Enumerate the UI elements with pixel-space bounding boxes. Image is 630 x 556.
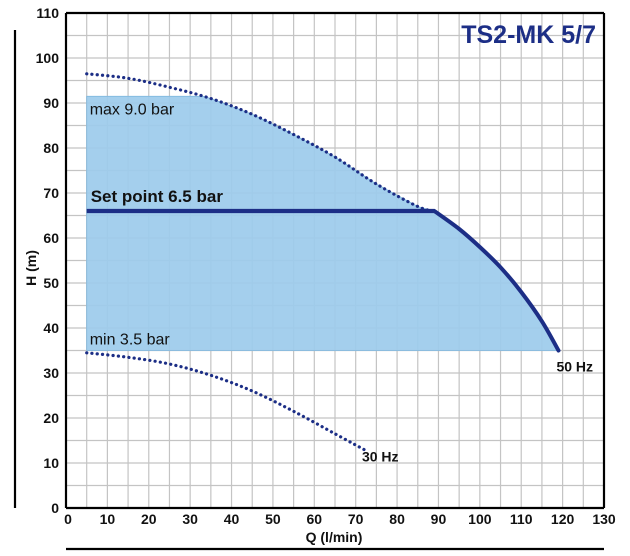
curve-label-50hz: 50 Hz: [556, 359, 593, 375]
x-tick-label: 30: [182, 511, 198, 527]
x-axis-title: Q (l/min): [306, 529, 363, 545]
curve-50hz-dotted: [85, 72, 436, 213]
y-tick-label: 40: [43, 320, 59, 336]
y-tick-label: 60: [43, 230, 59, 246]
x-tick-label: 80: [389, 511, 405, 527]
curve-label-30hz: 30 Hz: [362, 449, 399, 465]
x-tick-label: 20: [141, 511, 157, 527]
y-tick-label: 100: [36, 50, 60, 66]
x-tick-label: 90: [431, 511, 447, 527]
pressure-band-area: [86, 95, 560, 351]
curve-50hz-solid: [432, 209, 561, 353]
x-tick-label: 40: [224, 511, 240, 527]
tick-labels: 0 10 20 30 40 50 60 70 80 90 100 110 120 130 0 10 20 30 40…: [36, 5, 616, 527]
x-tick-label: 10: [100, 511, 116, 527]
y-axis-title: H (m): [23, 250, 39, 286]
x-tick-label: 50: [265, 511, 281, 527]
x-tick-label: 110: [510, 511, 533, 527]
x-tick-label: 130: [592, 511, 616, 527]
y-tick-label: 0: [51, 500, 59, 516]
band-min-label: min 3.5 bar: [90, 332, 171, 349]
curves: [85, 72, 561, 452]
x-tick-label: 60: [307, 511, 323, 527]
axes: [13, 11, 606, 551]
pressure-band: [86, 95, 560, 351]
curve-30hz-dotted: [85, 351, 366, 452]
y-tick-label: 30: [43, 365, 59, 381]
x-tick-label: 70: [348, 511, 364, 527]
x-tick-label: 0: [64, 511, 72, 527]
setpoint-label: Set point 6.5 bar: [91, 187, 224, 206]
y-tick-label: 20: [43, 410, 59, 426]
x-tick-label: 120: [551, 511, 575, 527]
y-tick-label: 10: [43, 455, 59, 471]
chart-title: TS2-MK 5/7: [461, 21, 596, 49]
band-max-label: max 9.0 bar: [90, 101, 175, 118]
y-tick-label: 90: [43, 95, 59, 111]
y-tick-label: 80: [43, 140, 59, 156]
y-tick-label: 110: [36, 5, 59, 21]
x-tick-label: 100: [468, 511, 492, 527]
y-tick-label: 50: [43, 275, 59, 291]
y-tick-label: 70: [43, 185, 59, 201]
